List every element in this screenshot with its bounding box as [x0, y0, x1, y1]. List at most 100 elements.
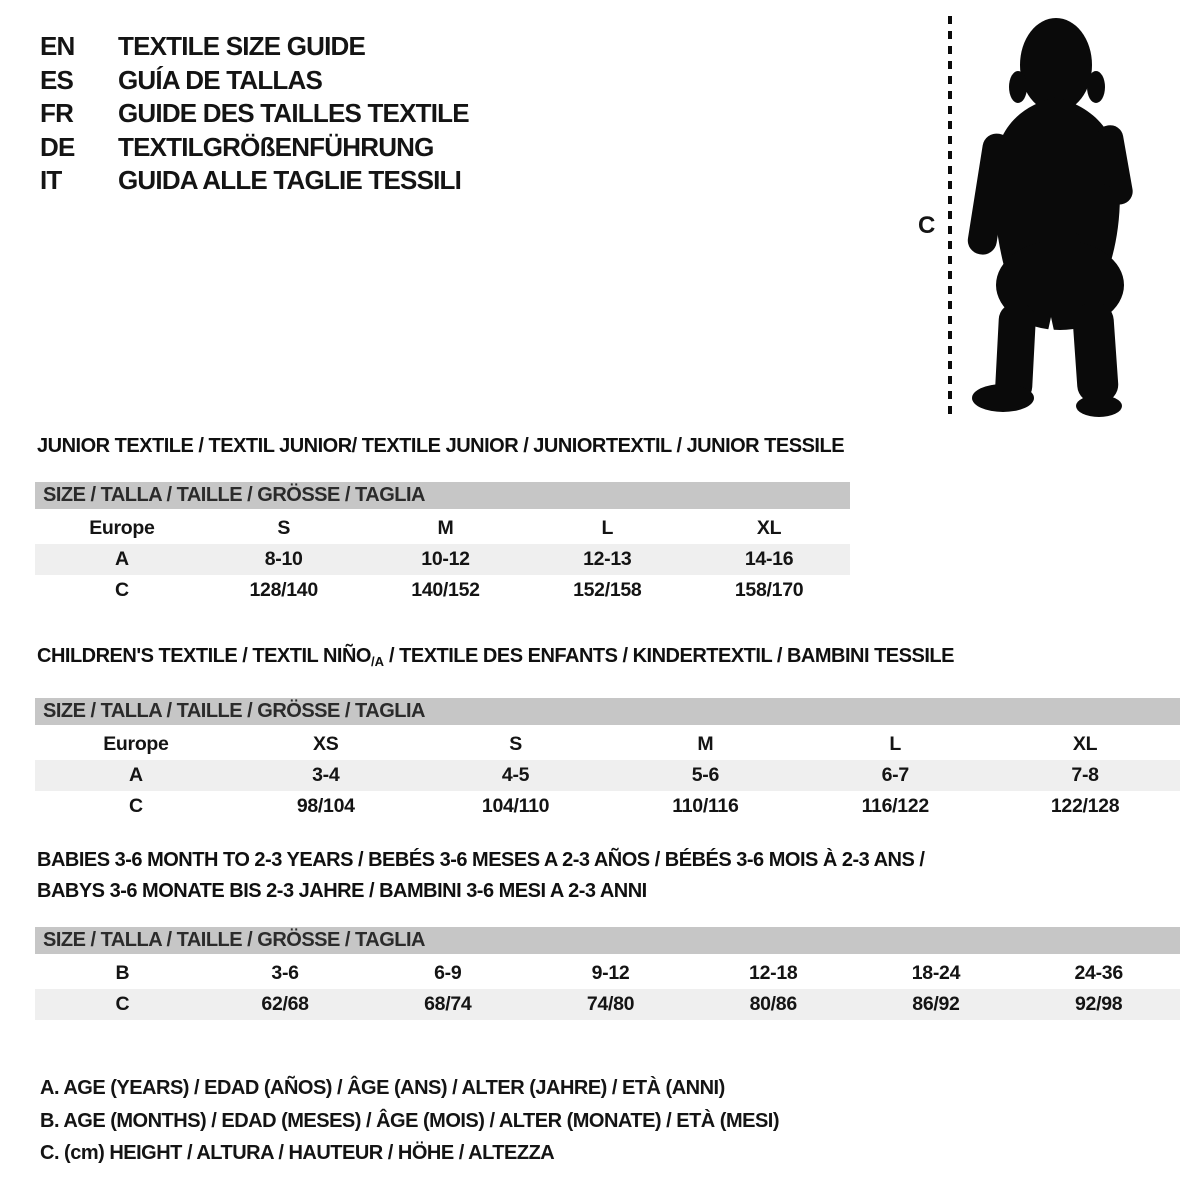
language-code: FR	[40, 98, 74, 129]
table-cell: 74/80	[586, 993, 635, 1015]
row-label: A	[129, 764, 143, 786]
table-row: C 128/140 140/152 152/158 158/170	[35, 575, 850, 606]
table-row: C 98/104 104/110 110/116 116/122 122/128	[35, 791, 1180, 822]
size-table: B 3-6 6-9 9-12 12-18 18-24 24-36 C 62/68 68/74 74/…	[35, 958, 1180, 1020]
row-label: C	[115, 579, 129, 601]
table-cell: XL	[756, 517, 782, 539]
table-cell: 14-16	[744, 548, 794, 570]
table-cell: 110/116	[672, 795, 739, 817]
section-title: BABIES 3-6 MONTH TO 2-3 YEARS / BEBÉS 3-…	[35, 845, 1180, 907]
table-cell: 8-10	[264, 548, 303, 570]
table-cell: S	[277, 517, 291, 539]
table-cell: 4-5	[501, 764, 530, 786]
table-row: B 3-6 6-9 9-12 12-18 18-24 24-36	[35, 958, 1180, 989]
section-title-line: JUNIOR TEXTILE / TEXTIL JUNIOR/ TEXTILE …	[37, 435, 850, 457]
table-cell: 24-36	[1074, 962, 1123, 984]
measure-legend: A. AGE (YEARS) / EDAD (AÑOS) / ÂGE (ANS)…	[40, 1072, 780, 1170]
row-label: Europe	[89, 517, 155, 539]
section-title-text: BABIES 3-6 MONTH TO 2-3 YEARS / BEBÉS 3-…	[37, 849, 925, 871]
table-cell: 3-4	[312, 764, 340, 786]
language-title: TEXTILGRÖßENFÜHRUNG	[118, 131, 434, 162]
language-code: ES	[40, 64, 74, 95]
size-header-bar: SIZE / TALLA / TAILLE / GRÖSSE / TAGLIA	[35, 482, 850, 509]
table-row: C 62/68 68/74 74/80 80/86 86/92 92/98	[35, 989, 1180, 1020]
table-cell: 3-6	[271, 962, 299, 984]
row-label: A	[115, 548, 129, 570]
table-row: A 3-4 4-5 5-6 6-7 7-8	[35, 760, 1180, 791]
section-title-line: CHILDREN'S TEXTILE / TEXTIL NIÑO/A / TEX…	[37, 645, 1180, 673]
section-title: JUNIOR TEXTILE / TEXTIL JUNIOR/ TEXTILE …	[35, 435, 850, 457]
row-label: B	[115, 962, 130, 984]
table-cell: 5-6	[691, 764, 720, 786]
table-row: A 8-10 10-12 12-13 14-16	[35, 544, 850, 575]
section-title: CHILDREN'S TEXTILE / TEXTIL NIÑO/A / TEX…	[35, 645, 1180, 673]
language-title: GUÍA DE TALLAS	[118, 64, 323, 95]
table-cell: L	[889, 733, 902, 755]
table-cell: 104/110	[481, 795, 550, 817]
section-junior-textile: JUNIOR TEXTILE / TEXTIL JUNIOR/ TEXTILE …	[35, 435, 850, 606]
table-cell: S	[509, 733, 522, 755]
height-measure-line	[948, 16, 952, 418]
table-cell: 140/152	[411, 579, 480, 601]
language-row: IT GUIDA ALLE TAGLIE TESSILI	[40, 164, 469, 198]
size-table: Europe XS S M L XL A 3-4 4-5 5-6 6-7 7-8 C 98/104 104/…	[35, 729, 1180, 822]
size-table: Europe S M L XL A 8-10 10-12 12-13 14-16 C 128/140 1…	[35, 513, 850, 606]
size-header-bar: SIZE / TALLA / TAILLE / GRÖSSE / TAGLIA	[35, 698, 1180, 725]
row-label: Europe	[103, 733, 169, 755]
table-cell: 122/128	[1050, 795, 1120, 817]
table-cell: 86/92	[912, 993, 960, 1015]
table-cell: 62/68	[261, 993, 309, 1015]
table-row: Europe XS S M L XL	[35, 729, 1180, 760]
language-code: IT	[40, 165, 62, 196]
section-title-text: CHILDREN'S TEXTILE / TEXTIL NIÑO	[37, 645, 371, 667]
language-row: FR GUIDE DES TAILLES TEXTILE	[40, 97, 470, 131]
section-title-text: / TEXTILE DES ENFANTS / KINDERTEXTIL / B…	[383, 645, 954, 667]
language-title: GUIDE DES TAILLES TEXTILE	[118, 98, 470, 129]
language-title: TEXTILE SIZE GUIDE	[118, 31, 366, 62]
toddler-silhouette-image	[967, 18, 1133, 418]
table-cell: 68/74	[424, 993, 472, 1015]
legend-line: A. AGE (YEARS) / EDAD (AÑOS) / ÂGE (ANS)…	[40, 1077, 725, 1099]
table-cell: L	[601, 517, 614, 539]
section-title-line: BABYS 3-6 MONATE BIS 2-3 JAHRE / BAMBINI…	[37, 876, 1180, 907]
table-cell: 128/140	[249, 579, 319, 601]
language-header: EN TEXTILE SIZE GUIDE ES GUÍA DE TALLAS FR GU…	[40, 30, 470, 198]
table-cell: 80/86	[749, 993, 798, 1015]
table-cell: XL	[1072, 733, 1098, 755]
language-code: DE	[40, 131, 75, 162]
table-cell: 10-12	[421, 548, 470, 570]
section-title-text: JUNIOR TEXTILE / TEXTIL JUNIOR/ TEXTILE …	[37, 435, 845, 457]
language-row: EN TEXTILE SIZE GUIDE	[40, 30, 469, 64]
table-cell: M	[697, 733, 714, 755]
table-cell: 18-24	[911, 962, 961, 984]
table-cell: 116/122	[861, 795, 930, 817]
table-row: Europe S M L XL	[35, 513, 850, 544]
table-cell: M	[437, 517, 454, 539]
table-cell: 6-9	[434, 962, 462, 984]
height-measure-label: C	[918, 212, 936, 239]
section-babies-textile: BABIES 3-6 MONTH TO 2-3 YEARS / BEBÉS 3-…	[35, 845, 1180, 1020]
section-title-text: BABYS 3-6 MONATE BIS 2-3 JAHRE / BAMBINI…	[37, 880, 647, 902]
table-cell: 6-7	[881, 764, 910, 786]
language-row: DE TEXTILGRÖßENFÜHRUNG	[40, 131, 469, 165]
row-label: C	[129, 795, 143, 817]
table-cell: 158/170	[734, 579, 804, 601]
section-title-text: /A	[370, 654, 384, 669]
table-cell: 12-18	[749, 962, 798, 984]
language-title: GUIDA ALLE TAGLIE TESSILI	[118, 165, 462, 196]
language-row: ES GUÍA DE TALLAS	[40, 64, 469, 98]
section-title-line: BABIES 3-6 MONTH TO 2-3 YEARS / BEBÉS 3-…	[37, 845, 1180, 876]
table-cell: 7-8	[1071, 764, 1099, 786]
table-cell: 152/158	[573, 579, 642, 601]
section-childrens-textile: CHILDREN'S TEXTILE / TEXTIL NIÑO/A / TEX…	[35, 645, 1180, 822]
legend-line: B. AGE (MONTHS) / EDAD (MESES) / ÂGE (MO…	[40, 1109, 780, 1132]
table-cell: 98/104	[296, 795, 355, 817]
table-cell: XS	[313, 733, 339, 755]
table-cell: 12-13	[583, 548, 632, 570]
table-cell: 9-12	[591, 962, 630, 984]
size-header-bar: SIZE / TALLA / TAILLE / GRÖSSE / TAGLIA	[35, 927, 1180, 954]
language-code: EN	[40, 31, 75, 62]
row-label: C	[115, 993, 130, 1015]
legend-line: C. (cm) HEIGHT / ALTURA / HAUTEUR / HÖHE…	[40, 1142, 555, 1164]
table-cell: 92/98	[1075, 993, 1123, 1015]
